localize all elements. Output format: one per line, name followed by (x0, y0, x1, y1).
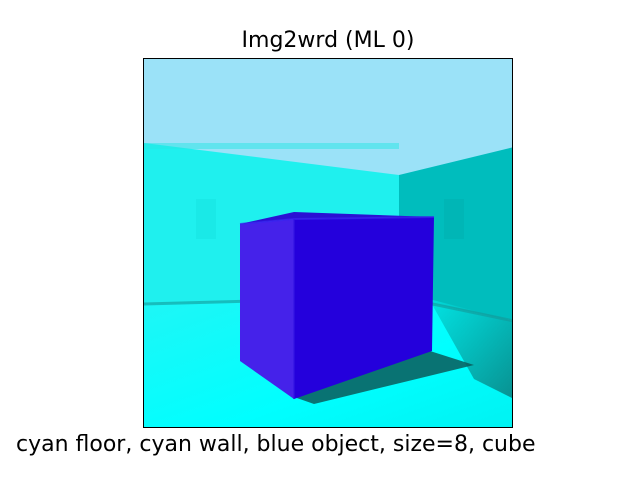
scene-image (143, 58, 513, 428)
figure-title: Img2wrd (ML 0) (241, 28, 415, 53)
scene-caption: cyan floor, cyan wall, blue object, size… (16, 432, 536, 457)
cube-side-face (240, 219, 294, 399)
cube-front-face (294, 217, 434, 399)
cube-shadow (294, 351, 474, 404)
floor-right-shade (429, 299, 512, 398)
